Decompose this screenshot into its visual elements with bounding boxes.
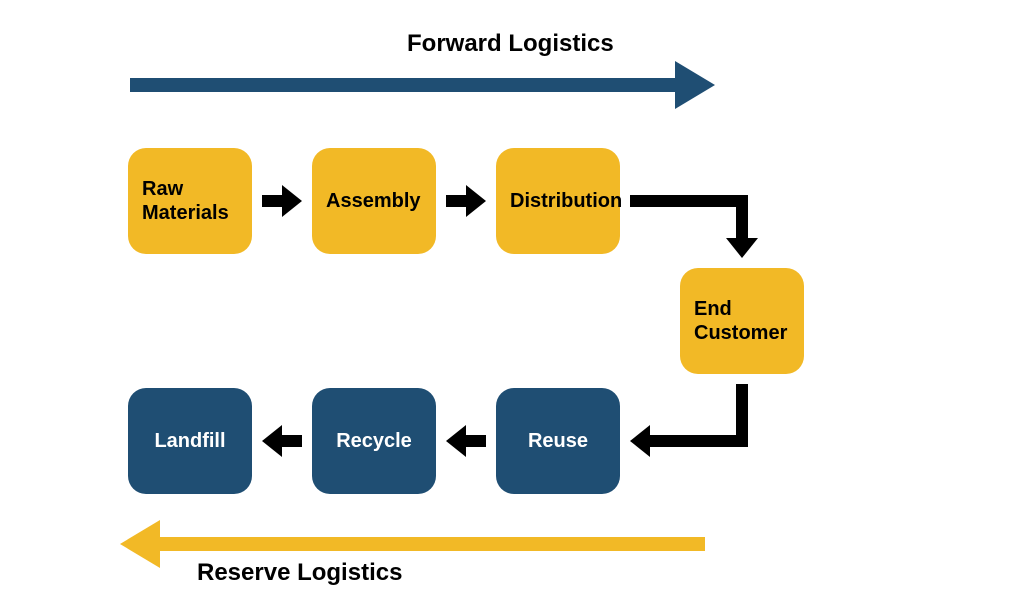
diagram-stage: Forward LogisticsReserve LogisticsRaw Ma…: [0, 0, 1024, 614]
connector-arrows: [0, 0, 1024, 614]
